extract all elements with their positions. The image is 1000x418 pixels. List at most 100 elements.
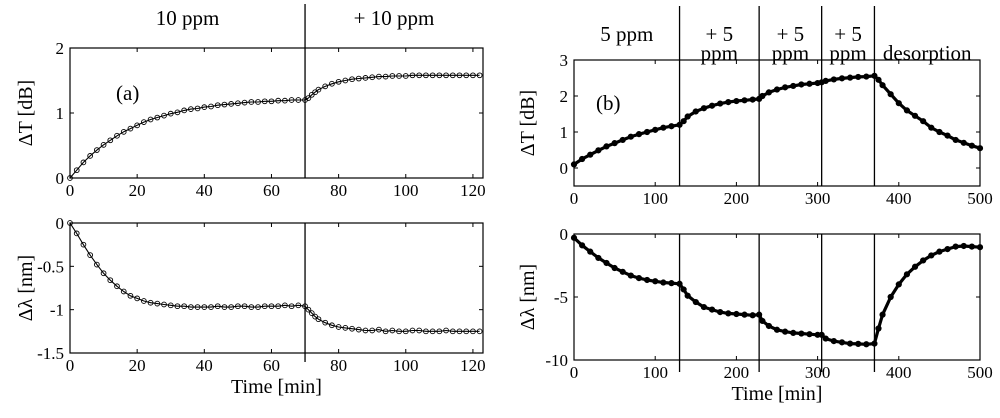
data-point <box>329 80 335 87</box>
y-tick-label: 2 <box>56 39 65 58</box>
data-point <box>73 167 80 174</box>
y-tick-label: -10 <box>545 351 568 370</box>
x-tick-label: 100 <box>393 181 419 200</box>
axes-box <box>69 47 484 179</box>
x-tick-label: 400 <box>886 189 912 208</box>
series-line <box>69 222 480 332</box>
data-point <box>147 116 154 123</box>
x-tick-label: 120 <box>460 356 486 375</box>
data-point <box>315 316 322 323</box>
x-tick-label: 40 <box>196 356 213 375</box>
y-tick-label: 2 <box>560 87 569 106</box>
x-tick-label: 80 <box>330 356 347 375</box>
x-tick-label: 60 <box>263 181 280 200</box>
x-tick-label: 120 <box>460 181 486 200</box>
data-point <box>120 129 127 135</box>
data-point <box>127 125 134 132</box>
data-point <box>134 122 141 129</box>
x-tick-label: 200 <box>724 363 750 382</box>
data-point <box>100 270 107 277</box>
y-axis-label: Δλ [nm] <box>517 264 539 330</box>
x-axis-label: Time [min] <box>231 376 322 398</box>
data-point <box>305 306 312 313</box>
y-axis-label: ΔT [dB] <box>15 80 37 146</box>
x-tick-label: 20 <box>129 356 146 375</box>
x-tick-label: 500 <box>967 363 993 382</box>
y-axis-label: ΔT [dB] <box>517 90 539 156</box>
axes-box <box>573 233 981 361</box>
data-point <box>308 310 315 316</box>
y-tick-label: 1 <box>56 104 65 123</box>
y-tick-label: -0.5 <box>37 257 64 276</box>
series-line <box>573 74 981 166</box>
y-tick-label: 0 <box>560 159 569 178</box>
condition-label: 5 ppm <box>600 22 653 46</box>
data-point <box>80 241 87 248</box>
chart-a-top: 0 20 40 60 80 100 120 0 1 2 10 ppm + 10 ppm ΔT [dB] <box>15 4 486 200</box>
x-tick-label: 60 <box>263 356 280 375</box>
data-point <box>107 277 114 284</box>
condition-label: ppm <box>772 41 809 65</box>
data-point <box>87 252 93 258</box>
data-point <box>94 261 100 268</box>
data-point <box>322 319 329 326</box>
data-point <box>67 220 73 226</box>
y-axis-label: Δλ [nm] <box>15 255 37 321</box>
data-point <box>154 114 161 121</box>
data-point <box>315 86 322 93</box>
condition-label: desorption <box>883 41 972 65</box>
x-tick-label: 80 <box>330 181 347 200</box>
y-tick-label: -5 <box>554 288 568 307</box>
data-point <box>134 295 141 302</box>
y-tick-label: -1 <box>50 301 64 320</box>
data-point <box>141 119 147 125</box>
panel-label-b: (b) <box>596 91 621 115</box>
data-point <box>114 283 120 290</box>
condition-label: + 5 <box>706 22 734 46</box>
series-line <box>572 236 981 346</box>
x-tick-label: 200 <box>724 189 750 208</box>
x-tick-label: 40 <box>196 181 213 200</box>
x-tick-label: 100 <box>642 189 668 208</box>
panel-label-a: (a) <box>116 81 139 105</box>
x-tick-label: 0 <box>570 189 579 208</box>
data-point <box>67 175 73 181</box>
x-tick-label: 400 <box>886 363 912 382</box>
chart-b-bottom: 0 100 200 300 400 500 0 -5 -10 Δλ [nm] Time [min] <box>517 225 993 405</box>
data-point <box>141 298 147 304</box>
data-point <box>161 112 167 119</box>
x-tick-label: 300 <box>805 189 831 208</box>
series-line <box>69 74 480 179</box>
condition-label: + 5 <box>834 22 862 46</box>
x-tick-label: 0 <box>570 363 579 382</box>
data-point <box>127 292 134 299</box>
y-tick-label: 0 <box>560 225 569 244</box>
x-tick-label: 300 <box>805 363 831 382</box>
condition-label: + 10 ppm <box>354 6 435 30</box>
x-tick-label: 100 <box>642 363 668 382</box>
data-point <box>120 288 127 295</box>
data-point <box>80 159 87 166</box>
condition-label: ppm <box>829 41 866 65</box>
y-tick-label: -1.5 <box>37 344 64 363</box>
data-point <box>114 132 120 139</box>
x-axis-label: Time [min] <box>732 383 823 405</box>
condition-label: ppm <box>701 41 738 65</box>
data-point <box>94 147 100 153</box>
x-tick-label: 0 <box>66 181 75 200</box>
x-tick-label: 500 <box>967 189 993 208</box>
data-point <box>305 95 312 101</box>
condition-label: 10 ppm <box>156 6 220 30</box>
data-point <box>107 137 114 144</box>
condition-label: + 5 <box>777 22 805 46</box>
data-point <box>322 83 329 90</box>
y-tick-label: 3 <box>560 51 569 70</box>
y-tick-label: 0 <box>56 214 65 233</box>
data-point <box>329 322 335 329</box>
chart-a-bottom: 0 20 40 60 80 100 120 0 -0.5 -1 -1.5 Δλ [nm] Time [m… <box>15 214 486 398</box>
x-tick-label: 100 <box>393 356 419 375</box>
data-point <box>73 230 80 237</box>
x-tick-label: 0 <box>66 356 75 375</box>
